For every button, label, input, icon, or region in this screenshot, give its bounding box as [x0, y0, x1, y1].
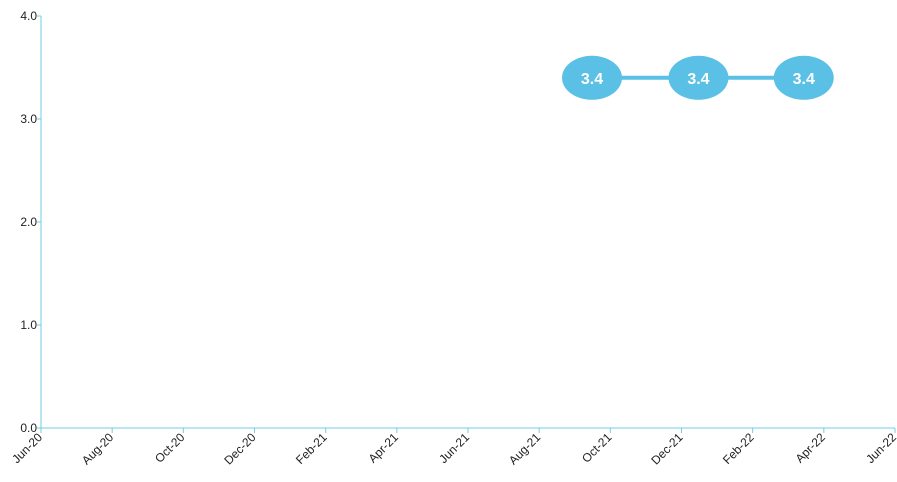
data-label: 3.4 — [581, 71, 603, 88]
data-label: 3.4 — [793, 71, 815, 88]
x-tick-label: Jun-21 — [436, 430, 472, 466]
x-tick-label: Dec-20 — [221, 430, 258, 467]
x-tick-label: Oct-21 — [579, 430, 615, 466]
y-axis: 0.0 1.0 2.0 3.0 4.0 — [20, 9, 42, 435]
data-label: 3.4 — [687, 71, 709, 88]
x-tick-label: Jun-22 — [863, 430, 897, 466]
x-axis: Jun-20 Aug-20 Oct-20 Dec-20 Feb-21 Apr-21 Jun-… — [9, 427, 897, 467]
x-tick-label: Aug-21 — [506, 430, 543, 467]
y-tick-label: 3.0 — [20, 112, 37, 126]
y-tick-label: 1.0 — [20, 318, 37, 332]
x-tick-label: Apr-22 — [793, 430, 829, 466]
x-tick-label: Aug-20 — [79, 430, 116, 467]
x-tick-label: Feb-22 — [720, 430, 757, 467]
series: 3.4 3.4 3.4 — [562, 55, 834, 100]
x-tick-label: Oct-20 — [152, 430, 188, 466]
y-tick-label: 0.0 — [20, 421, 37, 435]
data-point — [773, 55, 834, 100]
data-point — [562, 55, 623, 100]
x-tick-label: Jun-20 — [9, 430, 45, 466]
x-tick-label: Feb-21 — [293, 430, 330, 467]
y-tick-label: 2.0 — [20, 215, 37, 229]
x-tick-label: Dec-21 — [648, 430, 685, 467]
x-tick-label: Apr-21 — [366, 430, 402, 466]
data-point — [668, 55, 729, 100]
y-tick-label: 4.0 — [20, 9, 37, 23]
